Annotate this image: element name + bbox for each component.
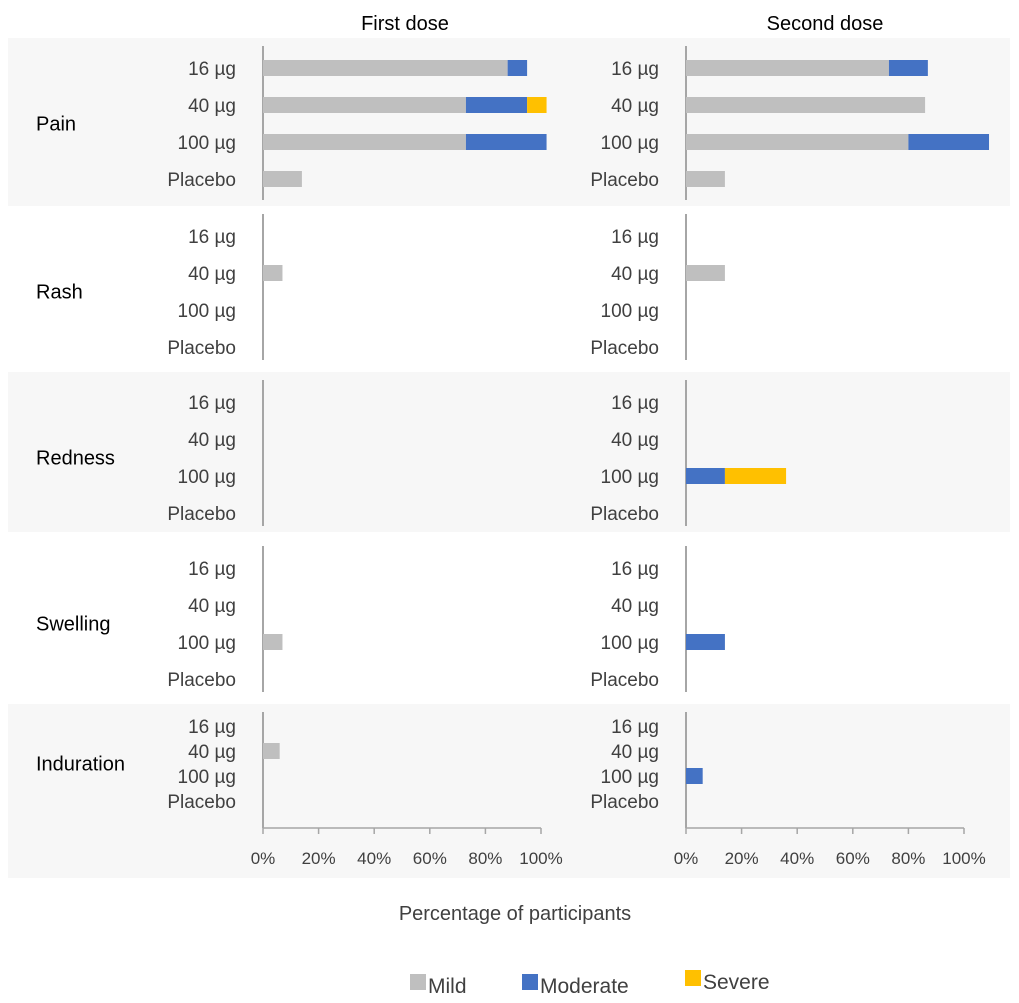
bar-moderate xyxy=(686,634,725,650)
dose-label: Placebo xyxy=(167,504,236,525)
bar-moderate xyxy=(507,60,528,76)
x-tick-label: 0% xyxy=(251,849,276,868)
dose-label: 40 µg xyxy=(188,96,236,117)
x-tick-label: 0% xyxy=(674,849,699,868)
dose-label: 40 µg xyxy=(188,430,236,451)
x-tick-label: 100% xyxy=(942,849,985,868)
x-tick-label: 20% xyxy=(302,849,336,868)
dose-label: 100 µg xyxy=(601,467,660,488)
legend-label-moderate: Moderate xyxy=(540,975,629,998)
x-axis-title: Percentage of participants xyxy=(399,903,631,925)
bar-moderate xyxy=(888,60,928,76)
dose-label: Placebo xyxy=(167,670,236,691)
x-tick-label: 60% xyxy=(413,849,447,868)
x-tick-label: 80% xyxy=(891,849,925,868)
dose-label: Placebo xyxy=(167,170,236,191)
legend-swatch-mild xyxy=(410,974,426,990)
legend-swatch-severe xyxy=(685,970,701,986)
dose-label: 100 µg xyxy=(601,301,660,322)
dose-label: 16 µg xyxy=(611,227,659,248)
bar-moderate xyxy=(465,97,528,113)
category-label: Pain xyxy=(36,114,76,136)
dose-label: 40 µg xyxy=(188,264,236,285)
category-label: Redness xyxy=(36,448,115,470)
bar-moderate xyxy=(686,468,725,484)
x-tick-label: 100% xyxy=(519,849,562,868)
dose-label: Placebo xyxy=(167,338,236,359)
dose-label: 40 µg xyxy=(611,430,659,451)
bar-severe xyxy=(527,97,547,113)
x-tick-label: 40% xyxy=(357,849,391,868)
dose-label: 16 µg xyxy=(188,227,236,248)
bar-severe xyxy=(724,468,787,484)
dose-label: 40 µg xyxy=(611,742,659,763)
dose-label: 40 µg xyxy=(611,596,659,617)
legend-swatch-moderate xyxy=(522,974,538,990)
x-tick-label: 40% xyxy=(780,849,814,868)
dose-label: Placebo xyxy=(590,170,659,191)
bar-moderate xyxy=(686,768,703,784)
panel-title: First dose xyxy=(361,13,449,35)
bar-mild xyxy=(686,134,909,150)
dose-label: 16 µg xyxy=(188,59,236,80)
bar-mild xyxy=(686,60,889,76)
dose-label: Placebo xyxy=(590,338,659,359)
bar-mild xyxy=(263,97,466,113)
panel-title: Second dose xyxy=(767,13,884,35)
legend-label-severe: Severe xyxy=(703,971,770,994)
bar-moderate xyxy=(908,134,990,150)
bar-mild xyxy=(263,634,283,650)
dose-label: 100 µg xyxy=(178,301,237,322)
dose-label: 100 µg xyxy=(601,633,660,654)
category-label: Induration xyxy=(36,754,125,776)
category-label: Swelling xyxy=(36,614,110,636)
bar-moderate xyxy=(465,134,547,150)
bar-mild xyxy=(263,265,283,281)
group-background xyxy=(8,704,1010,878)
dose-label: 16 µg xyxy=(611,717,659,738)
dose-label: 100 µg xyxy=(601,767,660,788)
bar-mild xyxy=(686,97,926,113)
dose-label: 40 µg xyxy=(188,742,236,763)
dose-label: 16 µg xyxy=(188,717,236,738)
dose-label: 40 µg xyxy=(188,596,236,617)
dose-label: 100 µg xyxy=(178,633,237,654)
bar-mild xyxy=(263,743,280,759)
dose-label: 100 µg xyxy=(178,133,237,154)
dose-label: Placebo xyxy=(167,792,236,813)
dose-label: Placebo xyxy=(590,792,659,813)
bar-mild xyxy=(263,60,508,76)
dose-label: 16 µg xyxy=(611,59,659,80)
x-tick-label: 80% xyxy=(468,849,502,868)
legend-label-mild: Mild xyxy=(428,975,467,998)
bar-mild xyxy=(686,171,725,187)
dose-label: 16 µg xyxy=(611,559,659,580)
dose-label: 40 µg xyxy=(611,264,659,285)
dose-label: Placebo xyxy=(590,504,659,525)
bar-mild xyxy=(263,171,302,187)
dose-label: 16 µg xyxy=(611,393,659,414)
dose-label: 16 µg xyxy=(188,559,236,580)
dose-label: Placebo xyxy=(590,670,659,691)
dose-label: 40 µg xyxy=(611,96,659,117)
dose-label: 100 µg xyxy=(178,467,237,488)
bar-mild xyxy=(686,265,725,281)
dose-label: 100 µg xyxy=(178,767,237,788)
bar-mild xyxy=(263,134,466,150)
category-label: Rash xyxy=(36,282,83,304)
group-background xyxy=(8,372,1010,532)
dose-label: 16 µg xyxy=(188,393,236,414)
x-tick-label: 20% xyxy=(725,849,759,868)
x-tick-label: 60% xyxy=(836,849,870,868)
dose-label: 100 µg xyxy=(601,133,660,154)
